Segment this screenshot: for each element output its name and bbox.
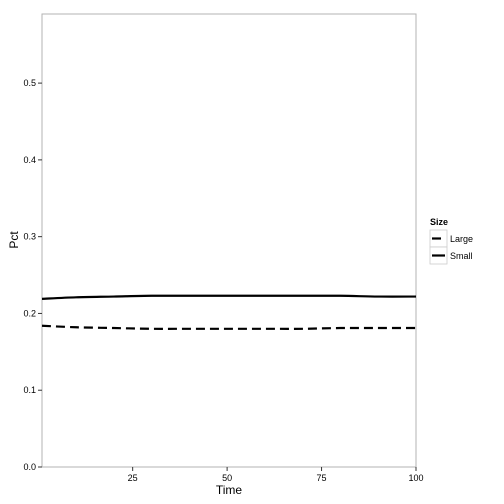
y-tick-label: 0.0 xyxy=(23,462,36,472)
x-tick-label: 25 xyxy=(128,473,138,483)
y-axis-title: Pct xyxy=(7,231,21,249)
y-tick-label: 0.1 xyxy=(23,385,36,395)
legend-label-small: Small xyxy=(450,251,473,261)
y-tick-label: 0.2 xyxy=(23,308,36,318)
x-axis: 25 50 75 100 xyxy=(128,467,424,483)
plot-panel xyxy=(41,13,417,468)
y-tick-label: 0.5 xyxy=(23,78,36,88)
series-line-small xyxy=(41,294,417,300)
x-axis-title: Time xyxy=(216,483,243,497)
series-lines xyxy=(41,294,417,330)
legend-title: Size xyxy=(430,217,448,227)
legend-label-large: Large xyxy=(450,234,473,244)
y-tick-label: 0.3 xyxy=(23,232,36,242)
y-axis: 0.0 0.1 0.2 0.3 0.4 0.5 xyxy=(23,78,42,472)
y-tick-label: 0.4 xyxy=(23,155,36,165)
x-tick-label: 100 xyxy=(408,473,423,483)
x-tick-label: 75 xyxy=(317,473,327,483)
legend: Size Large Small xyxy=(429,217,473,265)
x-tick-label: 50 xyxy=(222,473,232,483)
series-line-large xyxy=(41,324,416,330)
